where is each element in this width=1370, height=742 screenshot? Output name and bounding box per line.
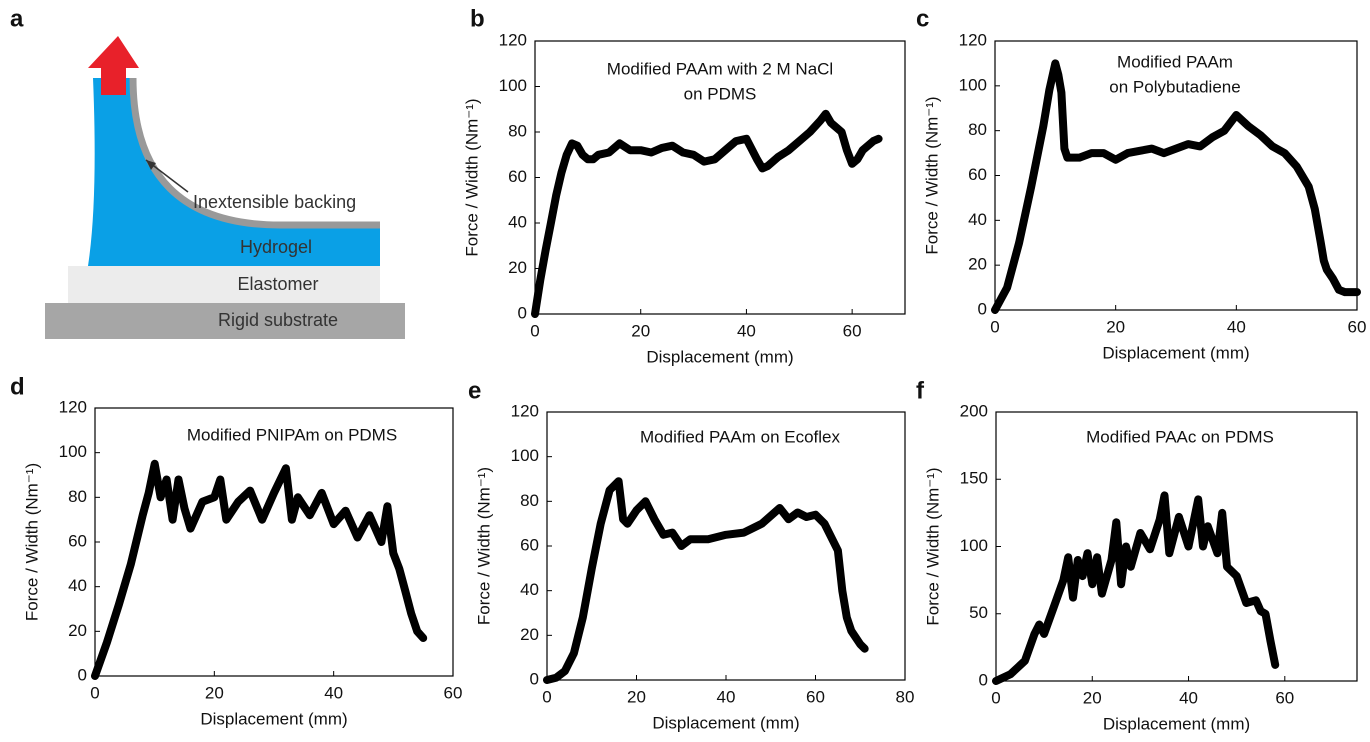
chart-title: on PDMS (684, 84, 757, 103)
y-tick-label: 60 (68, 531, 87, 550)
chart-title: on Polybutadiene (1109, 77, 1240, 96)
panel-label: a (10, 5, 24, 32)
y-axis-label: Force / Width (Nm⁻¹) (22, 463, 41, 621)
x-tick-label: 20 (1083, 688, 1102, 707)
y-tick-label: 40 (968, 210, 987, 229)
panel-label: d (10, 373, 25, 400)
y-tick-label: 50 (969, 603, 988, 622)
y-tick-label: 100 (959, 75, 987, 94)
x-tick-label: 20 (631, 321, 650, 340)
diagram-label: Hydrogel (240, 237, 312, 257)
y-tick-label: 0 (978, 299, 987, 318)
y-axis-label: Force / Width (Nm⁻¹) (462, 98, 481, 256)
y-tick-label: 100 (499, 76, 527, 95)
chart-title: Modified PAAm with 2 M NaCl (607, 59, 833, 78)
substrate (45, 303, 405, 339)
chart-title: Modified PAAc on PDMS (1086, 427, 1274, 446)
x-tick-label: 20 (205, 683, 224, 702)
data-line (531, 109, 883, 318)
plot-frame (94, 407, 454, 677)
y-tick-label: 80 (508, 121, 527, 140)
y-tick-label: 80 (68, 487, 87, 506)
x-tick-label: 0 (530, 321, 539, 340)
y-tick-label: 0 (530, 669, 539, 688)
panel-label: c (916, 5, 929, 32)
data-line (91, 459, 428, 680)
x-tick-label: 60 (843, 321, 862, 340)
y-tick-label: 0 (979, 670, 988, 689)
x-axis-label: Displacement (mm) (652, 713, 799, 732)
backing (129, 77, 380, 229)
y-tick-label: 120 (59, 397, 87, 416)
x-tick-label: 60 (444, 683, 463, 702)
x-tick-label: 40 (717, 687, 736, 706)
y-tick-label: 40 (508, 212, 527, 231)
chart-title: Modified PNIPAm on PDMS (187, 425, 397, 444)
x-axis-label: Displacement (mm) (1102, 343, 1249, 362)
y-tick-label: 60 (968, 165, 987, 184)
x-tick-label: 60 (1275, 688, 1294, 707)
x-tick-label: 0 (90, 683, 99, 702)
y-tick-label: 20 (968, 255, 987, 274)
y-tick-label: 100 (960, 536, 988, 555)
y-axis-label: Force / Width (Nm⁻¹) (474, 467, 493, 625)
panel-label: b (470, 5, 485, 32)
elastomer (68, 266, 380, 303)
x-tick-label: 0 (542, 687, 551, 706)
plot-frame (546, 411, 906, 681)
y-tick-label: 0 (518, 303, 527, 322)
y-tick-label: 150 (960, 469, 988, 488)
x-tick-label: 20 (1106, 317, 1125, 336)
diagram-label: Rigid substrate (218, 310, 338, 330)
panel-label: e (468, 377, 481, 404)
y-tick-label: 40 (520, 580, 539, 599)
y-axis-label: Force / Width (Nm⁻¹) (923, 467, 942, 625)
x-tick-label: 0 (990, 317, 999, 336)
pointer-head (146, 160, 156, 170)
chart-title: Modified PAAm (1117, 52, 1233, 71)
y-tick-label: 40 (68, 576, 87, 595)
hydrogel (88, 78, 380, 266)
y-tick-label: 200 (960, 401, 988, 420)
y-tick-label: 20 (508, 258, 527, 277)
y-tick-label: 0 (78, 665, 87, 684)
x-tick-label: 0 (991, 688, 1000, 707)
x-tick-label: 40 (1227, 317, 1246, 336)
arrow (88, 36, 139, 95)
x-axis-label: Displacement (mm) (1103, 714, 1250, 733)
y-tick-label: 60 (520, 535, 539, 554)
y-tick-label: 60 (508, 167, 527, 186)
y-tick-label: 120 (499, 30, 527, 49)
x-axis-label: Displacement (mm) (646, 347, 793, 366)
data-line (543, 477, 869, 684)
y-tick-label: 80 (968, 120, 987, 139)
y-tick-label: 20 (68, 621, 87, 640)
x-tick-label: 20 (627, 687, 646, 706)
y-tick-label: 100 (59, 442, 87, 461)
y-tick-label: 20 (520, 625, 539, 644)
x-tick-label: 60 (806, 687, 825, 706)
x-tick-label: 80 (896, 687, 915, 706)
plot-frame (534, 40, 906, 315)
x-tick-label: 60 (1348, 317, 1367, 336)
x-tick-label: 40 (1179, 688, 1198, 707)
diagram-label: Elastomer (237, 274, 318, 294)
data-line (992, 491, 1280, 685)
diagram: a Inextensible backing Hydrogel Elastome… (10, 5, 405, 339)
data-line (991, 59, 1361, 314)
x-tick-label: 40 (737, 321, 756, 340)
diagram-label: Inextensible backing (193, 192, 356, 212)
panel-label: f (916, 377, 925, 404)
plot-frame (995, 411, 1358, 682)
y-tick-label: 120 (511, 401, 539, 420)
chart-title: Modified PAAm on Ecoflex (640, 427, 840, 446)
y-tick-label: 100 (511, 446, 539, 465)
x-tick-label: 40 (324, 683, 343, 702)
y-tick-label: 80 (520, 491, 539, 510)
x-axis-label: Displacement (mm) (200, 709, 347, 728)
y-axis-label: Force / Width (Nm⁻¹) (922, 96, 941, 254)
y-tick-label: 120 (959, 30, 987, 49)
